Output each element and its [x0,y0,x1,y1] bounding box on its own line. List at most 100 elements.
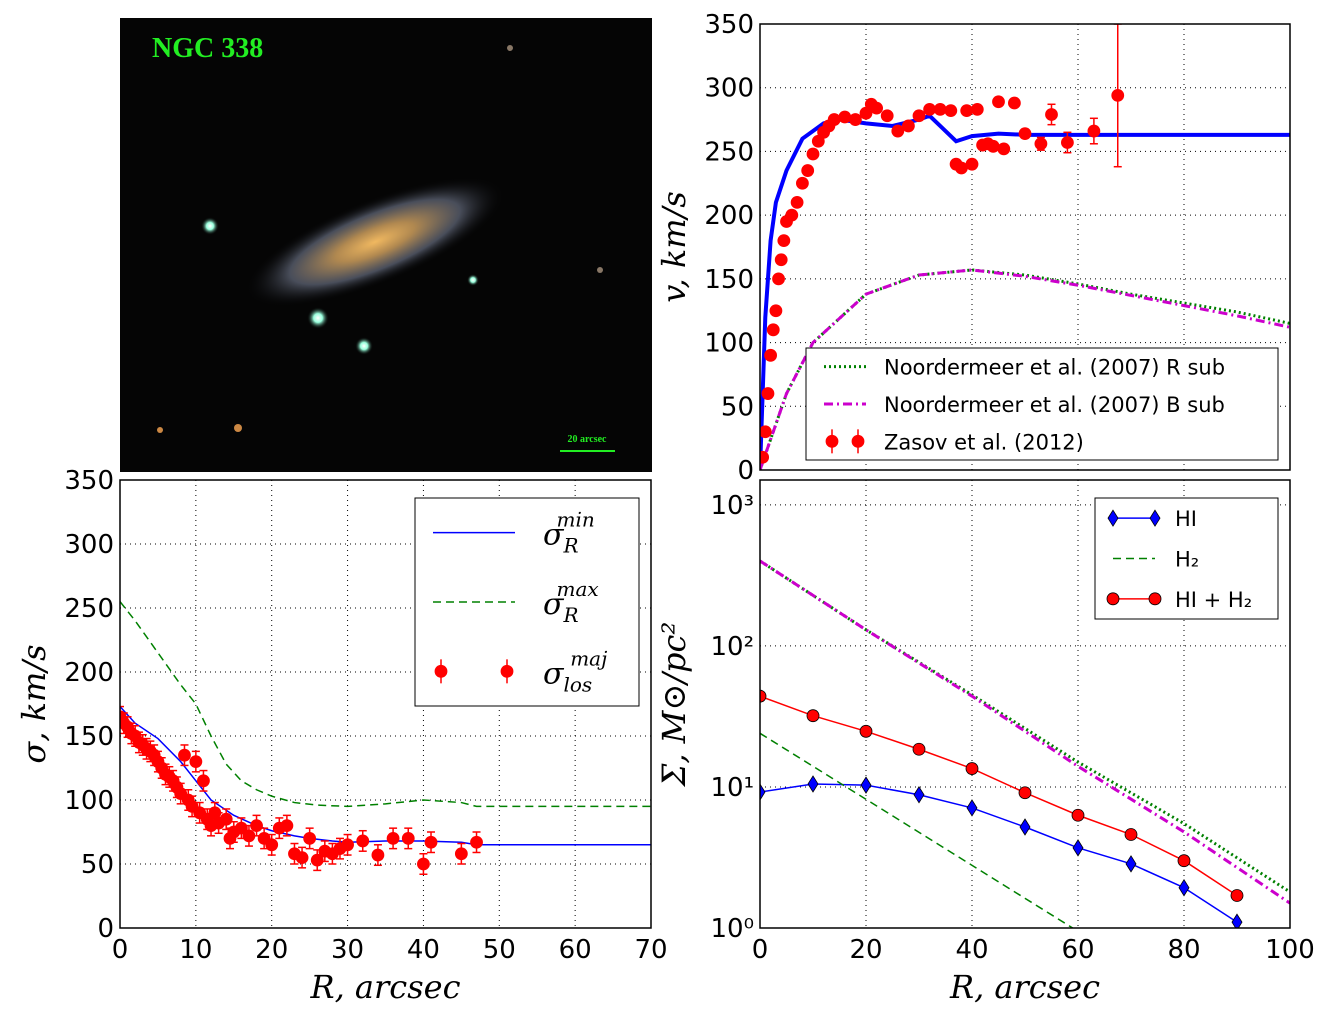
marker [902,119,915,133]
x-tick-label: 10 [179,935,212,965]
marker [766,323,780,337]
marker [356,834,370,848]
marker [1125,855,1137,873]
y-tick-label: 200 [64,658,114,688]
legend-label: H₂ [1175,548,1199,572]
marker [1072,839,1084,857]
marker [806,709,820,723]
series-line [760,783,1238,923]
y-tick-label: 0 [737,456,754,486]
legend-label: σRmax [543,577,599,627]
marker [986,139,1000,153]
star [157,427,163,433]
legend-label: HI + H₂ [1175,588,1252,612]
marker [785,208,799,222]
y-tick-label: 0 [97,914,114,944]
marker [880,109,894,123]
legend-label: HI [1175,507,1197,531]
scale-label: 20 arcsec [568,434,608,445]
marker [250,819,263,832]
marker [1034,137,1048,151]
marker [454,847,468,861]
legend-label: Noordermeer et al. (2007) B sub [884,393,1225,417]
marker [849,113,862,126]
galaxy [244,176,506,308]
y-tick-label: 350 [64,466,114,496]
legend-box [805,347,1279,461]
plot-area [760,24,1290,470]
y-tick-label: 250 [64,594,114,624]
y-axis-label: v, km/s [655,191,693,303]
marker [310,853,324,867]
marker [1019,818,1031,836]
marker [178,748,191,762]
marker [960,104,974,118]
legend: Noordermeer et al. (2007) R sub Noorderme… [805,347,1279,461]
marker [280,819,294,832]
legend-subscript: los [563,672,592,696]
marker [944,104,958,118]
marker [966,799,978,817]
marker [859,724,873,738]
series-line [760,559,1290,894]
legend-label: σlosmaj [543,646,607,696]
plot-area [760,559,1290,928]
marker [500,664,514,678]
y-tick-label: 300 [704,74,754,104]
y-tick-label: 10² [710,632,754,662]
marker [777,234,791,248]
marker [796,176,809,190]
marker [860,776,872,794]
star [234,424,242,432]
marker [424,835,438,849]
marker [1148,592,1162,606]
marker [851,434,865,448]
legend-superscript: max [557,577,599,601]
x-tick-label: 20 [255,935,288,965]
marker [760,450,770,464]
marker [1231,913,1243,928]
marker [933,102,947,116]
marker [1008,96,1021,110]
y-tick-label: 10⁰ [710,914,754,944]
marker [760,689,767,703]
legend-symbol: σ [543,587,565,622]
legend-label: Zasov et al. (2012) [884,430,1084,454]
marker [189,755,203,768]
marker [303,832,317,845]
legend-symbol: σ [543,518,565,553]
marker [371,848,385,862]
x-axis-label: R, arcsec [309,968,460,1006]
axes-frame [759,23,1291,471]
image-title: NGC 338 [152,33,263,64]
marker [838,110,852,124]
series-line [760,113,1290,470]
marker [764,348,777,362]
legend-subscript: R [562,534,578,558]
y-tick-label: 150 [704,265,754,295]
marker [806,147,820,161]
star [201,217,219,235]
y-tick-label: 100 [64,786,114,816]
x-tick-label: 0 [752,935,769,965]
x-tick-label: 0 [112,935,129,965]
marker [1178,878,1190,897]
x-tick-label: 50 [483,935,516,965]
marker [1107,509,1119,527]
marker [970,102,984,116]
legend-superscript: maj [570,646,607,670]
marker [1087,124,1101,138]
marker [1071,808,1085,822]
marker [769,304,783,318]
axes-frame [759,479,1291,929]
x-tick-label: 20 [849,935,882,965]
marker [760,783,766,801]
chart-panel: 0 20 40 60 80 100 10⁰ 10¹ 10² 10³ R, arcsec Σ, M⊙/p… [655,479,1315,1006]
marker [870,101,883,115]
star [307,307,329,329]
marker [772,272,785,286]
marker [1018,127,1032,140]
legend-superscript: min [557,508,595,532]
